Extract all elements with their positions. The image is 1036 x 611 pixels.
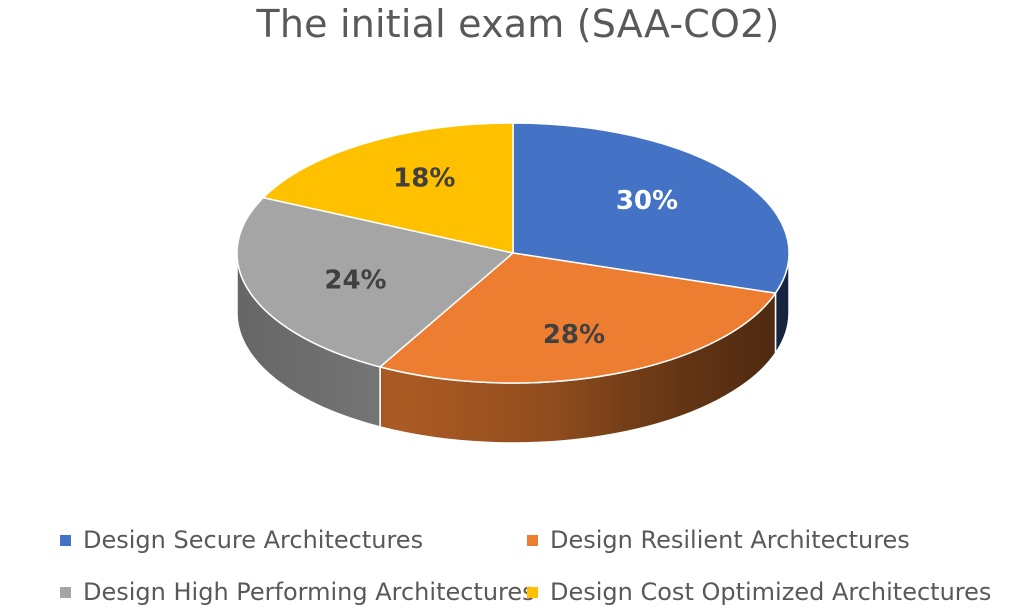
legend-swatch-high-performing [60,586,71,598]
pie-slice-3[interactable] [262,122,514,254]
legend-item-resilient[interactable]: Design Resilient Architectures [527,526,910,554]
pie-data-label-2: 24% [324,265,386,295]
pie-data-label-3: 18% [393,163,455,193]
pie-labels: 30% 28% 24% 18% [324,163,678,350]
pie-slice-0[interactable] [512,122,790,294]
chart-title: The initial exam (SAA-CO2) [256,2,780,46]
legend-label-high-performing: Design High Performing Architectures [83,578,535,606]
legend-label-resilient: Design Resilient Architectures [550,526,910,554]
pie-data-label-0: 30% [616,186,678,216]
pie-tops [236,122,790,384]
legend-item-secure[interactable]: Design Secure Architectures [60,526,423,554]
pie-data-label-1: 28% [543,320,605,350]
legend-item-high-performing[interactable]: Design High Performing Architectures [60,578,535,606]
legend-label-cost-optimized: Design Cost Optimized Architectures [550,578,992,606]
legend-label-secure: Design Secure Architectures [83,526,424,554]
legend-item-cost-optimized[interactable]: Design Cost Optimized Architectures [527,578,991,606]
pie-slice-2[interactable] [236,196,514,368]
legend-swatch-cost-optimized [527,586,538,598]
pie-slice-1[interactable] [379,252,777,384]
legend-swatch-resilient [527,534,538,546]
legend-swatch-secure [60,534,71,546]
